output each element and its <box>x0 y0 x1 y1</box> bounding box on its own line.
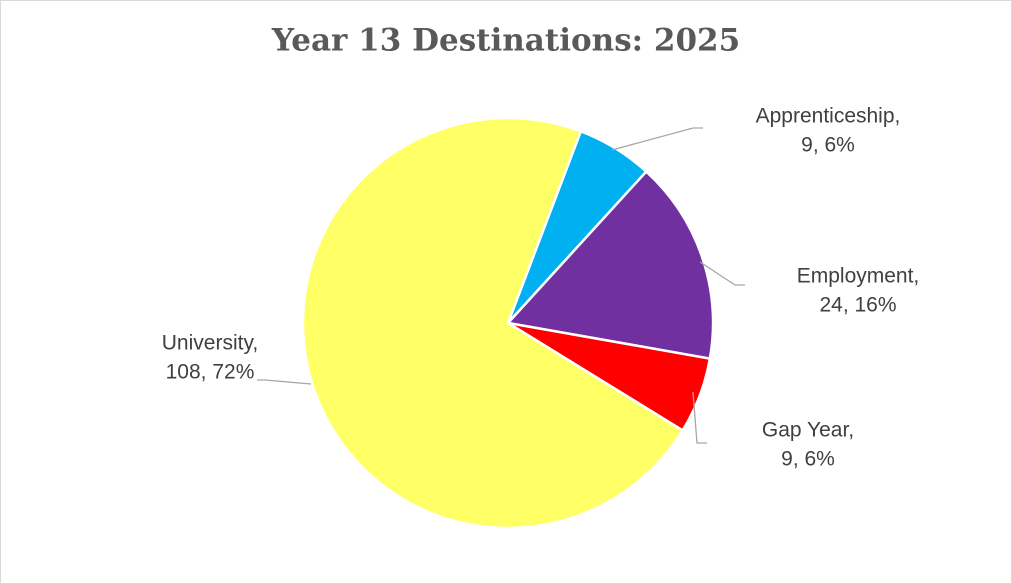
leader-line <box>611 127 703 151</box>
data-label-name: University, <box>162 332 258 355</box>
data-label-name: Gap Year, <box>762 419 854 442</box>
data-label-name: Employment, <box>797 265 920 288</box>
leader-line <box>257 379 312 385</box>
leader-line <box>692 391 707 444</box>
chart-title: Year 13 Destinations: 2025 <box>271 23 740 59</box>
data-label-value: 108, 72% <box>166 361 255 384</box>
leader-line <box>699 261 745 286</box>
data-label-value: 9, 6% <box>801 134 855 157</box>
data-label-value: 9, 6% <box>781 448 835 471</box>
data-label-value: 24, 16% <box>819 294 896 317</box>
pie-slice <box>301 116 685 530</box>
pie-slice <box>505 169 715 361</box>
data-label-name: Apprenticeship, <box>756 105 901 128</box>
